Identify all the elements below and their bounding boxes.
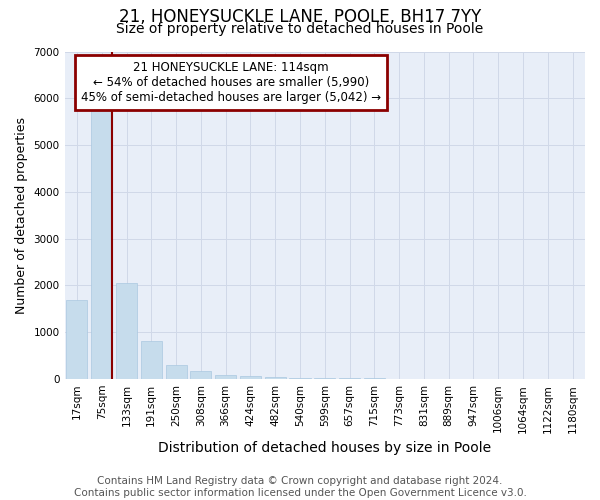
Bar [215,376,236,379]
Bar [339,378,360,379]
Bar [166,366,187,379]
Bar [91,110,112,379]
X-axis label: Distribution of detached houses by size in Poole: Distribution of detached houses by size … [158,441,491,455]
Bar [240,376,261,379]
Y-axis label: Number of detached properties: Number of detached properties [15,117,28,314]
Text: 21 HONEYSUCKLE LANE: 114sqm
← 54% of detached houses are smaller (5,990)
45% of : 21 HONEYSUCKLE LANE: 114sqm ← 54% of det… [81,62,381,104]
Text: 21, HONEYSUCKLE LANE, POOLE, BH17 7YY: 21, HONEYSUCKLE LANE, POOLE, BH17 7YY [119,8,481,26]
Text: Contains HM Land Registry data © Crown copyright and database right 2024.
Contai: Contains HM Land Registry data © Crown c… [74,476,526,498]
Bar [67,300,88,379]
Bar [141,340,162,379]
Bar [190,371,211,379]
Bar [364,378,385,379]
Text: Size of property relative to detached houses in Poole: Size of property relative to detached ho… [116,22,484,36]
Bar [314,378,335,379]
Bar [116,283,137,379]
Bar [265,377,286,379]
Bar [289,378,311,379]
